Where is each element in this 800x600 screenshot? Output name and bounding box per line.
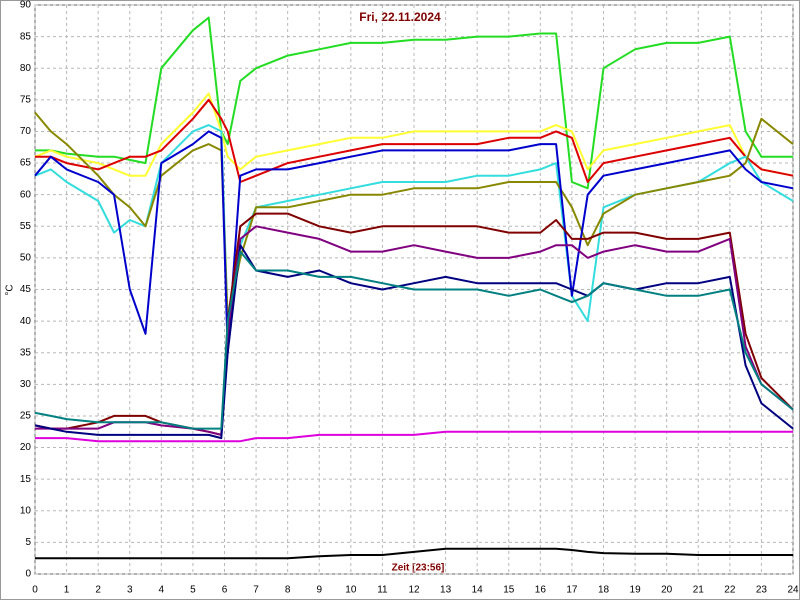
y-tick-label: 40 (20, 316, 32, 327)
x-tick-label: 23 (756, 585, 768, 596)
x-tick-label: 5 (190, 585, 196, 596)
y-tick-label: 15 (20, 474, 32, 485)
x-tick-label: 21 (693, 585, 705, 596)
x-tick-label: 0 (32, 585, 38, 596)
y-tick-label: 0 (25, 569, 31, 580)
series-line (34, 212, 794, 436)
series-line (34, 250, 794, 430)
chart-title: Fri, 22.11.2024 (359, 10, 441, 24)
y-axis-label: °C (5, 284, 16, 295)
y-tick-label: 90 (20, 0, 32, 11)
y-tick-label: 35 (20, 347, 32, 358)
x-tick-label: 10 (345, 585, 357, 596)
y-tick-label: 85 (20, 31, 32, 42)
x-tick-label: 14 (472, 585, 484, 596)
x-tick-label: 24 (787, 585, 799, 596)
x-tick-label: 22 (724, 585, 736, 596)
series-line (35, 430, 793, 443)
x-tick-label: 9 (316, 585, 322, 596)
x-tick-label: 7 (253, 585, 259, 596)
y-tick-label: 60 (20, 189, 32, 200)
series-line (35, 16, 793, 190)
y-tick-label: 70 (20, 126, 32, 137)
y-tick-label: 50 (20, 253, 32, 264)
y-tick-label: 25 (20, 411, 32, 422)
y-tick-label: 5 (25, 537, 31, 548)
x-tick-label: 6 (222, 585, 228, 596)
series-line (34, 130, 794, 354)
series-line (35, 98, 794, 183)
y-tick-label: 55 (20, 221, 32, 232)
x-tick-label: 12 (408, 585, 420, 596)
y-tick-label: 75 (20, 94, 32, 105)
x-tick-label: 11 (377, 585, 388, 596)
y-tick-label: 45 (20, 284, 32, 295)
y-tick-label: 20 (20, 442, 32, 453)
y-tick-label: 10 (20, 505, 32, 516)
y-tick-label: 80 (20, 63, 32, 74)
x-tick-label: 17 (566, 585, 578, 596)
x-tick-label: 20 (661, 585, 673, 596)
x-tick-label: 13 (440, 585, 452, 596)
series-line (35, 547, 793, 560)
x-tick-label: 8 (285, 585, 291, 596)
x-tick-label: 1 (64, 585, 70, 596)
x-tick-label: 15 (503, 585, 515, 596)
x-axis-label: Zeit [23:56] (392, 563, 445, 574)
series-line (34, 111, 794, 323)
x-tick-label: 19 (630, 585, 642, 596)
x-tick-label: 4 (159, 585, 165, 596)
x-tick-label: 18 (598, 585, 610, 596)
y-tick-label: 30 (20, 379, 32, 390)
y-tick-label: 65 (20, 158, 32, 169)
x-tick-label: 2 (95, 585, 101, 596)
x-tick-label: 3 (127, 585, 133, 596)
series-line (34, 92, 794, 177)
series-line (34, 244, 794, 440)
x-tick-label: 16 (535, 585, 547, 596)
